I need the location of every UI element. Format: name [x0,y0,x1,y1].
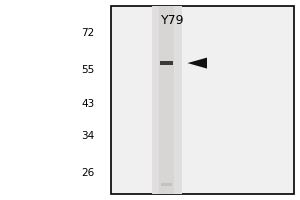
Bar [152,6,182,194]
Polygon shape [188,58,207,69]
Bar [160,61,173,65]
Text: 43: 43 [81,99,94,109]
Text: 34: 34 [81,131,94,141]
Text: 72: 72 [81,28,94,38]
Text: 26: 26 [81,168,94,178]
Text: 55: 55 [81,65,94,75]
Bar [111,6,294,194]
Bar [159,6,174,194]
Text: Y79: Y79 [161,14,184,27]
Bar [161,183,172,186]
